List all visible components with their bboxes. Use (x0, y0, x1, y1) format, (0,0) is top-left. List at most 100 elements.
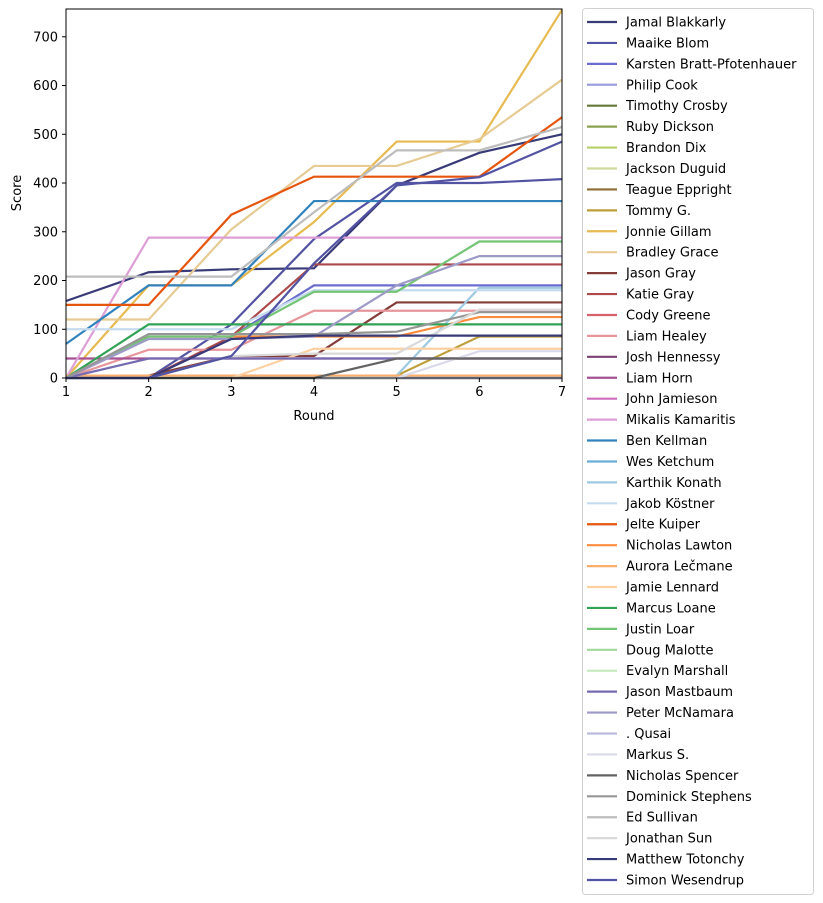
x-tick-label: 2 (145, 385, 153, 400)
legend-item: Jakob Köstner (587, 497, 715, 512)
legend-label: Josh Hennessy (625, 350, 721, 365)
legend-label: Karthik Konath (626, 476, 722, 491)
series-line (65, 240, 562, 379)
legend-item: Wes Ketchum (587, 455, 714, 470)
legend-label: John Jamieson (625, 392, 717, 407)
legend-label: Bradley Grace (626, 246, 718, 261)
legend-item: Evalyn Marshall (587, 664, 728, 679)
legend-label: Jelte Kuiper (625, 518, 701, 533)
legend-label: Justin Loar (625, 622, 695, 637)
legend-item: Marcus Loane (587, 601, 716, 616)
legend-item: Josh Hennessy (587, 350, 721, 365)
legend-item: Markus S. (587, 748, 689, 763)
legend-item: Justin Loar (587, 622, 695, 637)
legend-label: Teague Eppright (625, 183, 732, 198)
legend-item: Karsten Bratt-Pfotenhauer (587, 57, 797, 72)
x-tick-label: 4 (310, 385, 318, 400)
legend-item: Katie Gray (587, 288, 694, 303)
legend-label: Katie Gray (626, 288, 694, 303)
legend-item: Jason Mastbaum (587, 685, 733, 700)
legend-item: Ben Kellman (587, 434, 707, 449)
y-tick-label: 300 (33, 225, 58, 240)
series-line (65, 284, 562, 379)
series-line (65, 309, 562, 380)
y-tick-label: 500 (33, 128, 58, 143)
series-line (65, 199, 562, 345)
legend-item: Simon Wesendrup (587, 874, 744, 889)
legend-item: Nicholas Spencer (587, 769, 739, 784)
legend-label: Timothy Crosby (625, 99, 728, 114)
legend-item: Timothy Crosby (587, 99, 728, 114)
legend-label: Jonathan Sun (625, 832, 712, 847)
legend-label: Wes Ketchum (626, 455, 714, 470)
legend-frame (582, 8, 814, 895)
legend-label: Mikalis Kamaritis (626, 413, 736, 428)
legend-item: Jamal Blakkarly (587, 16, 726, 31)
legend-label: . Qusai (626, 727, 671, 742)
legend-label: Aurora Lečmane (626, 560, 733, 575)
legend-label: Marcus Loane (626, 601, 716, 616)
legend-item: Ed Sullivan (587, 811, 698, 826)
series-line (66, 289, 562, 331)
legend-label: Ruby Dickson (626, 120, 714, 135)
legend-label: Nicholas Lawton (626, 539, 732, 554)
y-tick-label: 600 (33, 79, 58, 94)
legend-label: Peter McNamara (626, 706, 734, 721)
legend-label: Evalyn Marshall (626, 664, 728, 679)
legend-label: Tommy G. (625, 204, 691, 219)
series-line (66, 125, 563, 278)
legend-label: Brandon Dix (626, 141, 707, 156)
legend-item: Mikalis Kamaritis (587, 413, 736, 428)
legend-label: Liam Healey (626, 329, 707, 344)
series-line (65, 9, 563, 379)
legend-item: Ruby Dickson (587, 120, 714, 135)
legend-label: Maaike Blom (626, 36, 709, 51)
legend-label: Philip Cook (626, 78, 698, 93)
legend-item: Philip Cook (587, 78, 698, 93)
y-tick-label: 400 (33, 177, 58, 192)
legend-item: Maaike Blom (587, 36, 709, 51)
legend-label: Simon Wesendrup (626, 874, 744, 889)
y-tick-label: 700 (33, 30, 58, 45)
legend-item: Jackson Duguid (587, 162, 726, 177)
legend-label: Jackson Duguid (625, 162, 726, 177)
y-tick-label: 200 (33, 274, 58, 289)
y-tick-label: 100 (33, 323, 58, 338)
legend-label: Ed Sullivan (626, 811, 698, 826)
y-tick-label: 0 (50, 372, 58, 387)
legend-item: Peter McNamara (587, 706, 734, 721)
legend-item: Aurora Lečmane (587, 560, 733, 575)
legend-item: Karthik Konath (587, 476, 722, 491)
legend-label: Nicholas Spencer (626, 769, 739, 784)
series-line (65, 133, 563, 303)
legend-item: Doug Malotte (587, 643, 714, 658)
legend-item: Bradley Grace (587, 246, 718, 261)
legend-label: Ben Kellman (626, 434, 707, 449)
series-line (66, 78, 563, 321)
y-axis: 0 100 200 300 400 500 600 700 (33, 30, 66, 387)
legend-label: Doug Malotte (626, 643, 714, 658)
legend-item: Teague Eppright (587, 183, 732, 198)
legend: Jamal Blakkarly Maaike Blom Karsten Bratt-… (582, 8, 814, 895)
x-axis-label: Round (293, 409, 334, 424)
legend-label: Karsten Bratt-Pfotenhauer (626, 57, 797, 72)
legend-item: . Qusai (587, 727, 671, 742)
x-tick-label: 6 (475, 385, 483, 400)
legend-item: Jonnie Gillam (587, 225, 712, 240)
legend-item: John Jamieson (587, 392, 717, 407)
series-line (65, 323, 562, 379)
legend-item: Tommy G. (587, 204, 691, 219)
x-tick-label: 1 (62, 385, 70, 400)
legend-item: Matthew Totonchy (587, 853, 745, 868)
legend-item: Dominick Stephens (587, 790, 752, 805)
legend-label: Markus S. (626, 748, 689, 763)
legend-label: Dominick Stephens (626, 790, 752, 805)
y-axis-label: Score (10, 175, 25, 211)
legend-item: Nicholas Lawton (587, 539, 732, 554)
legend-label: Jonnie Gillam (625, 225, 712, 240)
legend-item: Jamie Lennard (587, 581, 719, 596)
legend-item: Liam Healey (587, 329, 707, 344)
legend-item: Liam Horn (587, 371, 693, 386)
x-tick-label: 5 (393, 385, 401, 400)
